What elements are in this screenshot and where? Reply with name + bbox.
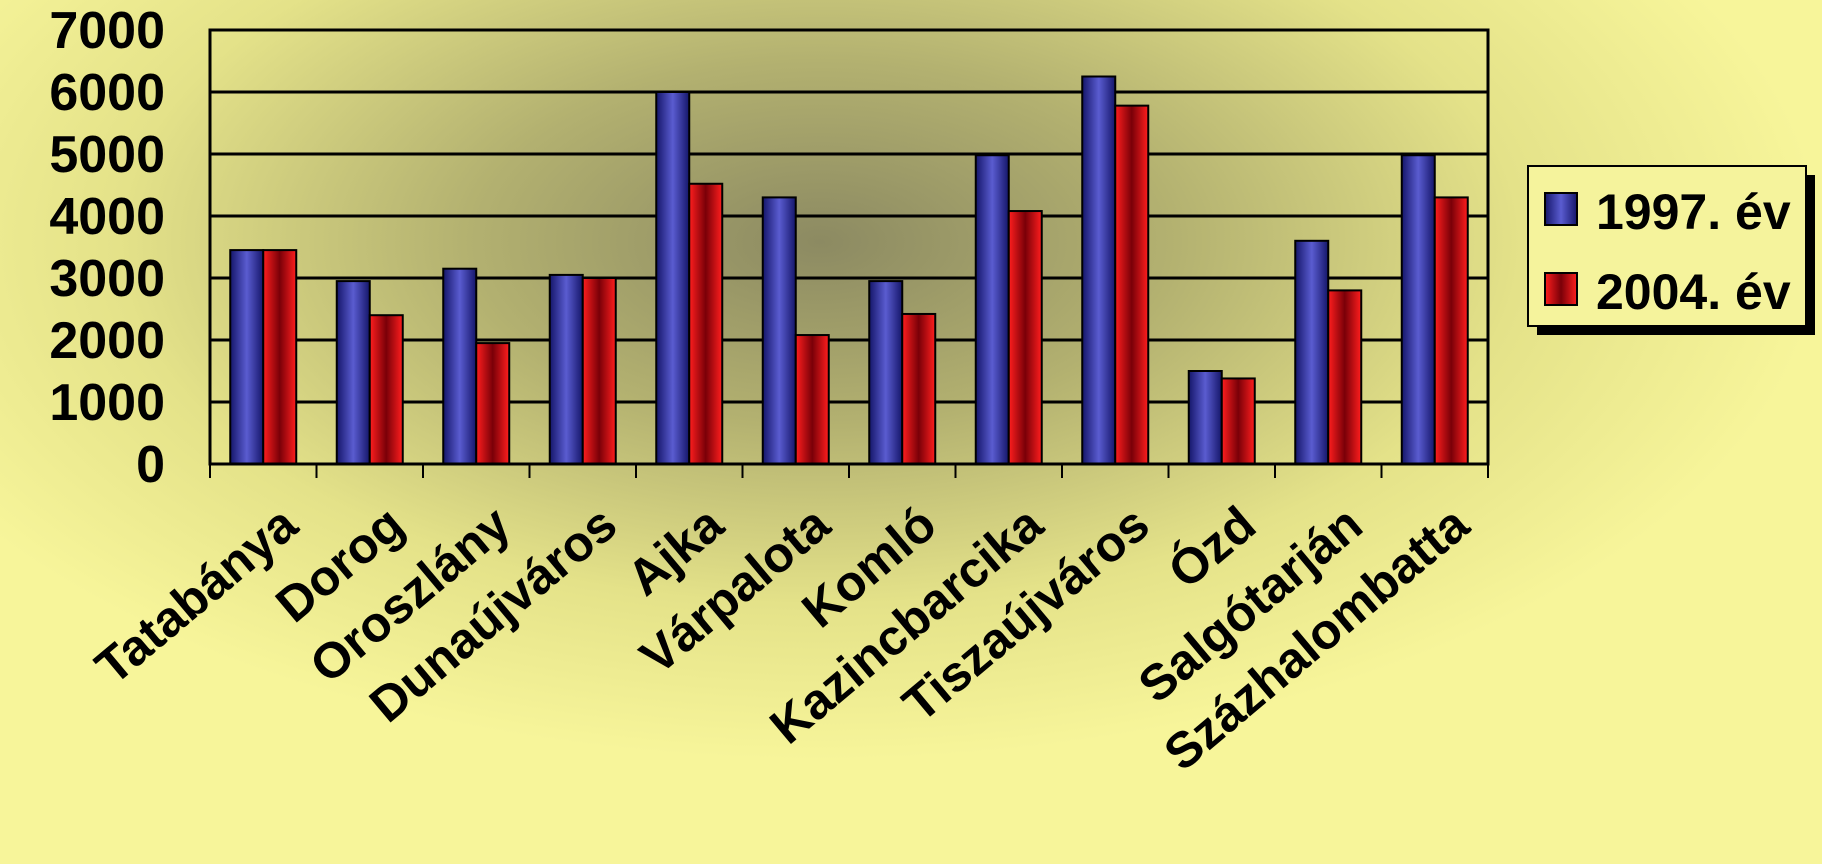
legend: 1997. év 2004. év bbox=[1527, 165, 1815, 335]
bar-2004-7 bbox=[1007, 210, 1043, 465]
y-tick-label: 0 bbox=[136, 436, 165, 494]
bar-1997-5 bbox=[761, 196, 797, 465]
y-tick-label: 4000 bbox=[49, 188, 165, 246]
bar-2004-11 bbox=[1433, 196, 1469, 465]
gridlines bbox=[210, 90, 1488, 404]
bar-2004-8 bbox=[1114, 104, 1150, 465]
bar-1997-3 bbox=[548, 273, 584, 465]
bar-2004-2 bbox=[475, 342, 511, 466]
bar-2004-0 bbox=[262, 249, 298, 465]
legend-label-2004: 2004. év bbox=[1596, 264, 1791, 320]
bar-2004-6 bbox=[901, 312, 937, 465]
bar-1997-9 bbox=[1187, 370, 1223, 465]
bar-2004-4 bbox=[688, 182, 724, 465]
bar-2004-5 bbox=[794, 334, 830, 466]
bar-2004-3 bbox=[581, 277, 617, 465]
bar-2004-10 bbox=[1327, 289, 1363, 465]
bar-1997-8 bbox=[1081, 75, 1117, 465]
bar-1997-6 bbox=[868, 280, 904, 465]
y-tick-label: 6000 bbox=[49, 64, 165, 122]
legend-swatch-2004 bbox=[1544, 272, 1578, 306]
plot-area-frame bbox=[208, 28, 1490, 466]
bars bbox=[229, 75, 1469, 466]
bar-1997-2 bbox=[442, 267, 478, 466]
legend-label-1997: 1997. év bbox=[1596, 184, 1791, 240]
bar-2004-9 bbox=[1220, 377, 1256, 465]
y-tick-label: 1000 bbox=[49, 374, 165, 432]
y-tick-label: 5000 bbox=[49, 126, 165, 184]
bar-1997-10 bbox=[1294, 239, 1330, 465]
y-tick-label: 3000 bbox=[49, 250, 165, 308]
bar-1997-1 bbox=[335, 280, 371, 465]
y-tick-label: 7000 bbox=[49, 2, 165, 60]
legend-swatch-1997 bbox=[1544, 192, 1578, 226]
bar-1997-7 bbox=[974, 154, 1010, 466]
bar-2004-1 bbox=[368, 314, 404, 466]
bar-1997-0 bbox=[229, 249, 265, 465]
x-axis-category-labels: TatabányaDorogOroszlányDunaújvárosAjkaVá… bbox=[85, 495, 1480, 782]
y-tick-label: 2000 bbox=[49, 312, 165, 370]
bar-1997-11 bbox=[1400, 154, 1436, 466]
bar-1997-4 bbox=[655, 91, 691, 465]
x-axis-tick-marks bbox=[209, 464, 1489, 478]
